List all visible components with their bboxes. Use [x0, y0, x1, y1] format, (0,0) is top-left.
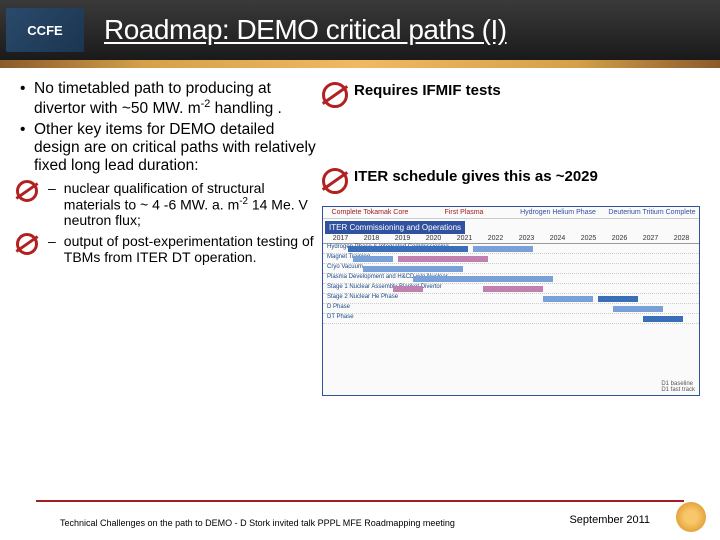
chart-milestone-header: Complete Tokamak Core First Plasma Hydro…	[323, 207, 699, 219]
decorative-bar	[0, 60, 720, 68]
ccfe-logo: CCFE	[6, 8, 84, 52]
slide-title: Roadmap: DEMO critical paths (I)	[104, 14, 507, 46]
footer-rule	[36, 500, 684, 502]
chart-legend: D1 baseline D1 fast track	[661, 381, 695, 393]
bullet-2: • Other key items for DEMO detailed desi…	[16, 121, 316, 176]
sub-bullet-2: – output of post-experimentation testing…	[16, 233, 316, 265]
chart-years-row: 2017201820192020202120222023202420252026…	[323, 234, 699, 244]
chart-row: Stage 2 Nuclear He Phase	[323, 294, 699, 304]
iter-schedule-chart: Complete Tokamak Core First Plasma Hydro…	[322, 206, 700, 396]
chart-row: Magnet Training	[323, 254, 699, 264]
footer-date: September 2011	[569, 514, 650, 526]
sub-bullet-1: – nuclear qualification of structural ma…	[16, 180, 316, 229]
chart-row: Hydrogen Phase & Integrated Commissionin…	[323, 244, 699, 254]
chart-row: D Phase	[323, 304, 699, 314]
chart-row: Cryo Vacuum	[323, 264, 699, 274]
chart-row: DT Phase	[323, 314, 699, 324]
prohibit-icon	[322, 168, 348, 194]
prohibit-icon	[322, 82, 348, 108]
content-area: • No timetabled path to producing at div…	[0, 68, 720, 488]
annotation-2: ITER schedule gives this as ~2029	[322, 168, 704, 194]
bullet-1: • No timetabled path to producing at div…	[16, 80, 316, 119]
chart-row: Plasma Development and H&CD w/o Nuclear	[323, 274, 699, 284]
left-column: • No timetabled path to producing at div…	[16, 80, 316, 488]
chart-title: ITER Commissioning and Operations	[325, 221, 465, 234]
annotation-1: Requires IFMIF tests	[322, 82, 704, 108]
footer-logo	[676, 502, 706, 532]
slide-header: CCFE Roadmap: DEMO critical paths (I)	[0, 0, 720, 60]
right-column: Requires IFMIF tests ITER schedule gives…	[316, 80, 704, 488]
prohibit-icon	[16, 233, 38, 258]
footer-text: Technical Challenges on the path to DEMO…	[60, 518, 455, 528]
prohibit-icon	[16, 180, 38, 205]
chart-rows: Hydrogen Phase & Integrated Commissionin…	[323, 244, 699, 324]
chart-row: Stage 1 Nuclear Assembly Blanket Diverto…	[323, 284, 699, 294]
annotation-1-text: Requires IFMIF tests	[354, 82, 501, 99]
slide-footer: Technical Challenges on the path to DEMO…	[0, 500, 720, 540]
annotation-2-text: ITER schedule gives this as ~2029	[354, 168, 598, 185]
